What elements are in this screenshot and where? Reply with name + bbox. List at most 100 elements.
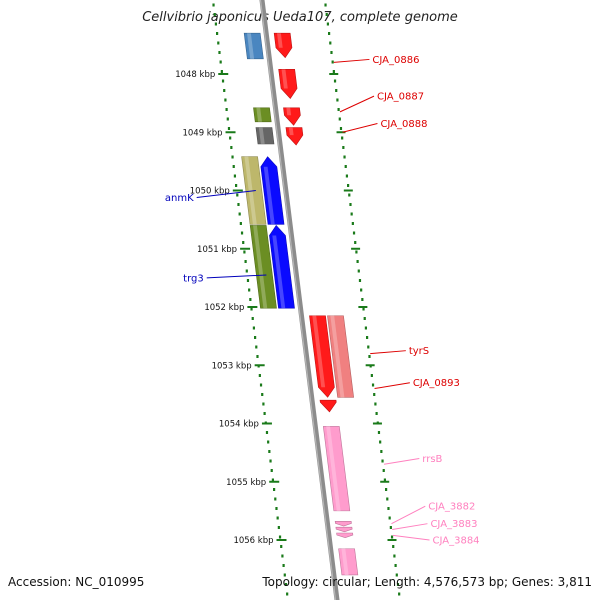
inner-tick-dot	[274, 497, 277, 501]
inner-tick-dot	[239, 222, 242, 225]
scale-label: 1056 kbp	[233, 536, 273, 546]
label-leader-line	[206, 274, 267, 279]
gene-highlight	[341, 548, 349, 575]
outer-tick-dot	[344, 165, 347, 168]
outer-tick-dot	[362, 307, 365, 311]
outer-tick-dot	[349, 203, 352, 206]
inner-tick-dot	[268, 450, 271, 453]
inner-tick-dot	[263, 412, 266, 415]
gene-cja_3884[interactable]	[336, 532, 354, 538]
outer-tick-dot	[367, 345, 370, 349]
inner-tick-dot	[226, 117, 229, 121]
gene-feature[interactable]	[253, 107, 272, 123]
inner-tick-dot	[248, 288, 251, 292]
feature-label-anmk[interactable]: anmK	[165, 193, 194, 204]
gene-cja_0888[interactable]	[285, 127, 304, 146]
outer-tick-dot	[330, 51, 333, 54]
gene-feature[interactable]	[273, 32, 293, 59]
inner-tick-dot	[267, 440, 270, 444]
feature-label-cja_0887[interactable]: CJA_0887	[377, 92, 424, 103]
gene-highlight	[286, 107, 292, 116]
inner-tick-dot	[238, 212, 241, 216]
feature-label-cja_0886[interactable]: CJA_0886	[372, 55, 419, 66]
inner-tick-dot	[286, 592, 289, 596]
inner-tick-dot	[271, 478, 275, 482]
gene-cja_3882[interactable]	[334, 521, 352, 527]
outer-tick-dot	[325, 13, 328, 16]
feature-label-trg3[interactable]: trg3	[183, 273, 204, 284]
scale-label: 1055 kbp	[226, 478, 266, 488]
feature-label-cja_3883[interactable]: CJA_3883	[430, 519, 477, 530]
inner-tick-dot	[265, 431, 269, 434]
outer-tick-dot	[329, 41, 332, 45]
feature-label-cja_3884[interactable]: CJA_3884	[433, 536, 480, 547]
outer-tick-dot	[352, 231, 356, 235]
outer-tick-dot	[395, 573, 398, 577]
gene-cja_3883[interactable]	[335, 526, 353, 533]
label-leader-line	[333, 58, 370, 63]
outer-tick-dot	[336, 98, 339, 102]
inner-tick-dot	[259, 383, 263, 387]
outer-tick-dot	[345, 174, 349, 178]
inner-tick-dot	[240, 231, 244, 235]
gene-highlight	[330, 315, 345, 398]
inner-tick-dot	[255, 345, 258, 349]
outer-tick-dot	[363, 317, 366, 320]
outer-tick-dot	[348, 193, 351, 197]
gene-highlight	[272, 235, 286, 309]
inner-tick-dot	[252, 326, 256, 330]
gene-cja_0886[interactable]	[278, 69, 298, 99]
gene-cja_0893[interactable]	[319, 399, 337, 413]
gene-cja_0887[interactable]	[283, 107, 301, 126]
outer-tick-dot	[328, 32, 331, 35]
outer-tick-dot	[361, 298, 364, 301]
outer-tick-dot	[383, 478, 387, 482]
inner-tick-dot	[223, 89, 226, 92]
inner-tick-dot	[221, 79, 225, 83]
outer-tick-dot	[394, 564, 397, 567]
inner-tick-dot	[275, 507, 278, 510]
label-leader-line	[370, 350, 406, 355]
inner-tick-dot	[231, 155, 234, 159]
outer-tick-dot	[371, 383, 375, 387]
outer-tick-dot	[364, 326, 368, 330]
inner-tick-dot	[256, 355, 259, 358]
gene-highlight	[247, 33, 255, 59]
outer-tick-dot	[326, 22, 330, 26]
outer-tick-dot	[342, 146, 345, 149]
gene-feature[interactable]	[255, 127, 275, 145]
gene-feature[interactable]	[338, 548, 359, 576]
scale-label: 1049 kbp	[182, 128, 222, 138]
feature-label-tyrs[interactable]: tyrS	[409, 346, 429, 357]
inner-tick-dot	[282, 564, 285, 567]
label-leader-line	[391, 505, 426, 525]
inner-tick-dot	[229, 136, 232, 140]
map-title: Cellvibrio japonicus Ueda107, complete g…	[142, 10, 458, 25]
outer-tick-dot	[393, 554, 396, 558]
feature-label-cja_0893[interactable]: CJA_0893	[413, 378, 460, 389]
inner-tick-dot	[230, 146, 233, 149]
gene-feature[interactable]	[243, 32, 264, 60]
outer-tick-dot	[389, 526, 392, 529]
inner-tick-dot	[218, 51, 221, 54]
inner-tick-dot	[217, 41, 220, 45]
scale-label: 1054 kbp	[219, 420, 259, 430]
outer-tick-dot	[370, 374, 373, 377]
outer-tick-dot	[324, 3, 327, 7]
outer-tick-dot	[379, 440, 382, 444]
inner-tick-dot	[235, 184, 238, 187]
inner-tick-dot	[227, 127, 231, 130]
inner-tick-dot	[269, 459, 272, 463]
inner-tick-dot	[245, 269, 248, 273]
feature-label-cja_3882[interactable]: CJA_3882	[428, 502, 475, 513]
feature-label-cja_0888[interactable]: CJA_0888	[380, 119, 427, 130]
feature-label-rrsb[interactable]: rrsB	[422, 454, 442, 465]
gene-highlight	[258, 127, 265, 144]
genome-summary-text: Topology: circular; Length: 4,576,573 bp…	[262, 575, 592, 589]
outer-tick-dot	[332, 70, 335, 73]
gene-highlight	[277, 33, 283, 48]
scale-label: 1053 kbp	[212, 361, 252, 371]
label-leader-line	[392, 523, 428, 531]
accession-text: Accession: NC_010995	[8, 575, 145, 589]
